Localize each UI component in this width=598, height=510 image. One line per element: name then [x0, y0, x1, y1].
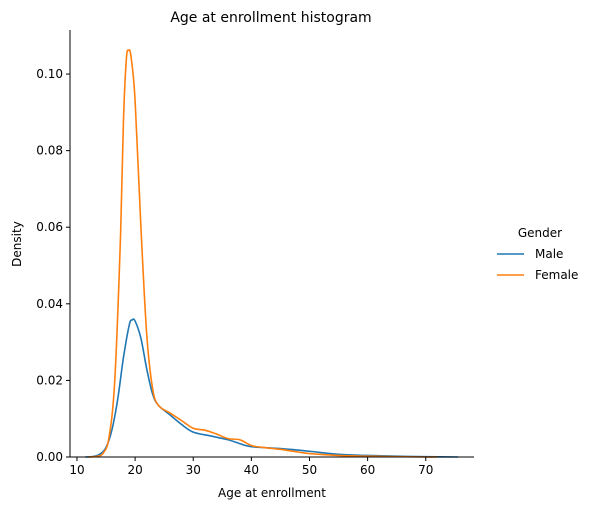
x-ticks: 10 20 30 40 50 60 70 [69, 457, 433, 477]
x-tick-label: 20 [127, 463, 142, 477]
x-tick-label: 70 [418, 463, 433, 477]
legend: Gender Male Female [497, 226, 578, 282]
y-tick-label: 0.10 [36, 67, 63, 81]
y-tick-label: 0.00 [36, 450, 63, 464]
y-tick-label: 0.06 [36, 220, 63, 234]
x-tick-label: 30 [186, 463, 201, 477]
x-tick-label: 40 [244, 463, 259, 477]
y-axis-label: Density [10, 221, 24, 267]
legend-label-male: Male [535, 247, 563, 261]
x-tick-label: 60 [360, 463, 375, 477]
series-layer [84, 49, 459, 458]
x-axis-label: Age at enrollment [218, 486, 326, 500]
y-ticks: 0.00 0.02 0.04 0.06 0.08 0.10 [36, 67, 70, 464]
y-tick-label: 0.08 [36, 144, 63, 158]
legend-title: Gender [518, 226, 562, 240]
legend-label-female: Female [535, 268, 578, 282]
y-tick-label: 0.04 [36, 297, 63, 311]
x-tick-label: 10 [69, 463, 84, 477]
series-line-female [87, 49, 439, 458]
chart-title: Age at enrollment histogram [170, 10, 371, 26]
y-tick-label: 0.02 [36, 373, 63, 387]
series-line-male [84, 318, 459, 458]
legend-items: Male Female [497, 247, 578, 282]
plot-area: 10 20 30 40 50 60 70 0.00 0.02 0.04 0.06 0.08 0.10 [36, 30, 474, 477]
x-tick-label: 50 [302, 463, 317, 477]
